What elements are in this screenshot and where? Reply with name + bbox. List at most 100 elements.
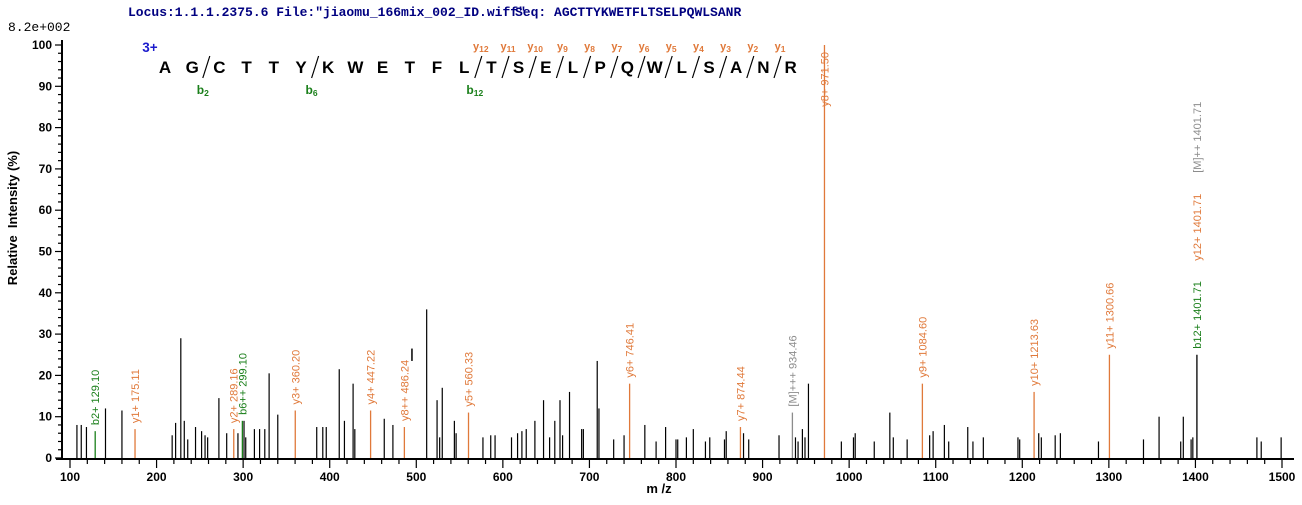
peak-annotation-label: [M]++ 1401.71	[1192, 102, 1204, 173]
y-ion-marker: y7	[611, 41, 622, 54]
peak-annotation-label: b12+ 1401.71	[1192, 281, 1204, 349]
y-tick-label: 50	[39, 245, 53, 259]
fragment-divider	[501, 55, 510, 79]
y-ion-marker: y12	[473, 41, 489, 54]
residue-letter: N	[757, 58, 769, 77]
fragment-divider	[311, 55, 320, 79]
y-ion-marker: y3	[720, 41, 731, 54]
y-ion-marker: y10	[527, 41, 543, 54]
peak-annotation-label: y7+ 874.44	[735, 366, 747, 421]
peak-annotation-label: y5+ 560.33	[464, 352, 476, 407]
peak-annotation-label: y12+ 1401.71	[1192, 194, 1204, 261]
y-tick-label: 0	[45, 451, 52, 465]
y-axis-title: Relative Intensity (%)	[5, 151, 20, 285]
fragment-divider	[719, 55, 728, 79]
y-ion-marker: y2	[747, 41, 758, 54]
y-tick-label: 60	[39, 203, 53, 217]
peak-annotation-label: y1+ 175.11	[130, 369, 142, 423]
y-ion-marker: y5	[666, 41, 677, 54]
peak-annotation-label: y11+ 1300.66	[1104, 283, 1116, 349]
base-peak-intensity: 8.2e+002	[8, 20, 71, 35]
residue-letter: L	[459, 58, 469, 77]
y-tick-label: 30	[39, 327, 53, 341]
x-tick-label: 1000	[836, 470, 863, 484]
peak-annotation-label: y10+ 1213.63	[1029, 319, 1041, 386]
precursor-charge-label: 3+	[142, 40, 158, 55]
y-tick-label: 20	[39, 368, 53, 382]
residue-letter: F	[432, 58, 442, 77]
x-tick-label: 500	[406, 470, 426, 484]
residue-letter: E	[377, 58, 388, 77]
y-tick-label: 90	[39, 79, 53, 93]
b-ion-marker: b2	[197, 83, 209, 98]
fragment-divider	[773, 55, 782, 79]
residue-letter: P	[595, 58, 606, 77]
residue-letter: S	[513, 58, 524, 77]
x-tick-label: 400	[320, 470, 340, 484]
peak-annotation-label: y4+ 447.22	[366, 350, 378, 405]
residue-letter: T	[269, 58, 280, 77]
fragment-divider	[555, 55, 564, 79]
x-axis-title: m /z	[646, 481, 672, 496]
x-tick-label: 300	[233, 470, 253, 484]
fragment-divider	[691, 55, 700, 79]
residue-letter: T	[486, 58, 497, 77]
residue-letter: L	[568, 58, 578, 77]
y-ion-marker: y11	[500, 41, 515, 54]
residue-letter: K	[322, 58, 335, 77]
x-tick-label: 200	[147, 470, 167, 484]
peak-annotation-label: y3+ 360.20	[290, 350, 302, 405]
axes: 100 200 300 400 500 600 700 800 900 1000 1100 1200 1…	[32, 38, 1296, 484]
y-ion-marker: y4	[693, 41, 704, 54]
x-tick-label: 1400	[1182, 470, 1209, 484]
peak-annotation-label: y6+ 746.41	[625, 323, 637, 378]
peak-annotation-label: y8+ 971.50	[819, 52, 831, 107]
header-sequence: Seq: AGCTTYKWETFLTSELPQWLSANR	[515, 5, 741, 20]
x-tick-label: 100	[60, 470, 80, 484]
residue-letter: G	[186, 58, 199, 77]
y-tick-label: 80	[39, 121, 53, 135]
x-tick-label: 1200	[1009, 470, 1036, 484]
residue-letter: A	[159, 58, 171, 77]
fragment-divider	[637, 55, 646, 79]
y-ion-marker: y1	[775, 41, 786, 54]
fragment-divider	[202, 55, 211, 79]
x-tick-label: 1100	[923, 470, 949, 484]
fragment-divider	[746, 55, 755, 79]
locus-file-text: Locus:1.1.1.2375.6 File:"jiaomu_166mix_0…	[128, 5, 526, 20]
b-ion-marker: b12	[466, 83, 483, 98]
seq-prefix: Seq:	[515, 5, 555, 20]
peak-annotation-label: y9+ 1084.60	[917, 317, 929, 378]
residue-letter: Y	[295, 58, 307, 77]
residue-letter: A	[730, 58, 742, 77]
residue-letter: C	[213, 58, 225, 77]
spectrum-peaks	[76, 45, 1282, 458]
peak-annotation-label: b2+ 129.10	[90, 370, 102, 425]
y-tick-label: 100	[32, 38, 52, 52]
x-tick-label: 900	[753, 470, 773, 484]
y-ion-marker: y6	[639, 41, 650, 54]
residue-letter: L	[677, 58, 687, 77]
peak-annotation-label: y2+ 289.16	[229, 368, 241, 423]
fragment-divider	[610, 55, 619, 79]
x-tick-label: 600	[493, 470, 513, 484]
peak-annotation-label: y8++ 486.24	[399, 360, 411, 421]
x-tick-label: 1500	[1269, 470, 1296, 484]
residue-letter: W	[647, 58, 664, 77]
residue-letter: R	[784, 58, 796, 77]
y-ion-marker: y9	[557, 41, 568, 54]
y-tick-label: 40	[39, 286, 53, 300]
y-tick-label: 10	[39, 410, 53, 424]
b-ion-marker: b6	[306, 83, 318, 98]
fragment-divider	[474, 55, 483, 79]
peak-annotation-label: b6++ 299.10	[237, 353, 249, 415]
residue-letter: S	[703, 58, 714, 77]
residue-letter: Q	[621, 58, 634, 77]
x-tick-label: 1300	[1096, 470, 1123, 484]
fragment-divider	[528, 55, 537, 79]
residue-letter: T	[405, 58, 416, 77]
